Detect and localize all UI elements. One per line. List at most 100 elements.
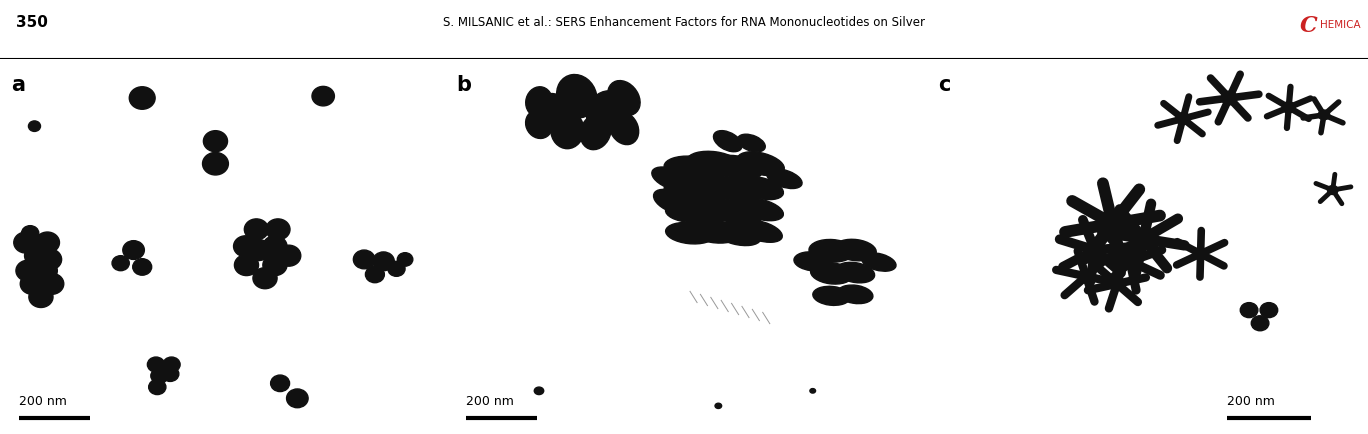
Circle shape: [246, 240, 271, 260]
Circle shape: [14, 232, 38, 253]
Text: HEMICA: HEMICA: [1320, 20, 1361, 30]
Circle shape: [123, 241, 145, 260]
Ellipse shape: [737, 152, 784, 176]
Ellipse shape: [834, 239, 877, 261]
Circle shape: [29, 121, 41, 132]
Text: a: a: [11, 76, 25, 95]
Circle shape: [715, 403, 722, 408]
Circle shape: [16, 260, 40, 281]
Text: b: b: [457, 76, 472, 95]
Ellipse shape: [808, 240, 854, 262]
Circle shape: [276, 245, 301, 266]
Circle shape: [1282, 102, 1295, 113]
Circle shape: [1327, 185, 1338, 194]
Ellipse shape: [666, 201, 714, 222]
Circle shape: [263, 255, 287, 276]
Circle shape: [265, 219, 290, 240]
Circle shape: [365, 266, 384, 283]
Circle shape: [204, 131, 227, 152]
Ellipse shape: [666, 222, 714, 244]
Circle shape: [810, 388, 815, 393]
Circle shape: [234, 236, 257, 257]
Circle shape: [21, 273, 44, 294]
Circle shape: [129, 87, 155, 109]
Text: 200 nm: 200 nm: [466, 395, 514, 408]
Circle shape: [133, 259, 152, 275]
Circle shape: [150, 368, 168, 383]
Circle shape: [1193, 248, 1208, 260]
Ellipse shape: [836, 262, 874, 283]
Circle shape: [1176, 113, 1190, 125]
Circle shape: [1252, 316, 1270, 331]
Ellipse shape: [739, 220, 782, 242]
Circle shape: [1241, 302, 1259, 318]
Text: 350: 350: [16, 15, 48, 30]
Ellipse shape: [654, 189, 688, 213]
Circle shape: [25, 245, 49, 266]
Circle shape: [286, 389, 308, 408]
Circle shape: [372, 252, 394, 271]
Circle shape: [397, 253, 413, 266]
Circle shape: [253, 268, 278, 289]
Ellipse shape: [737, 134, 765, 152]
Circle shape: [1100, 213, 1124, 234]
Circle shape: [163, 357, 181, 372]
Circle shape: [535, 387, 543, 395]
Circle shape: [29, 286, 53, 307]
Ellipse shape: [711, 155, 762, 180]
Text: S. MILSANIC et al.: SERS Enhancement Factors for RNA Mononucleotides on Silver: S. MILSANIC et al.: SERS Enhancement Fac…: [443, 16, 925, 29]
Circle shape: [245, 219, 268, 240]
Text: C: C: [1300, 15, 1317, 37]
Circle shape: [1078, 270, 1094, 283]
Ellipse shape: [663, 179, 715, 201]
Ellipse shape: [688, 220, 739, 243]
Text: 200 nm: 200 nm: [1227, 395, 1275, 408]
Ellipse shape: [525, 110, 553, 138]
Ellipse shape: [766, 169, 802, 188]
Circle shape: [271, 375, 290, 391]
Circle shape: [1133, 230, 1155, 248]
Circle shape: [1122, 254, 1140, 269]
Ellipse shape: [811, 263, 852, 284]
Circle shape: [149, 380, 166, 395]
Text: 200 nm: 200 nm: [19, 395, 67, 408]
Ellipse shape: [813, 286, 851, 306]
Ellipse shape: [609, 112, 639, 145]
Circle shape: [148, 357, 164, 372]
Ellipse shape: [739, 177, 784, 200]
Ellipse shape: [607, 81, 640, 115]
Circle shape: [112, 256, 129, 271]
Ellipse shape: [714, 131, 741, 152]
Circle shape: [33, 260, 57, 281]
Ellipse shape: [714, 222, 761, 246]
Ellipse shape: [687, 196, 740, 221]
Circle shape: [1260, 302, 1278, 318]
Circle shape: [161, 366, 179, 381]
Circle shape: [1109, 277, 1124, 291]
Ellipse shape: [739, 198, 784, 221]
Ellipse shape: [711, 201, 762, 225]
Circle shape: [1319, 110, 1330, 120]
Ellipse shape: [651, 167, 691, 191]
Ellipse shape: [525, 87, 553, 117]
Ellipse shape: [862, 253, 896, 271]
Ellipse shape: [663, 156, 715, 179]
Circle shape: [312, 86, 334, 106]
Text: c: c: [938, 76, 951, 95]
Ellipse shape: [536, 94, 569, 132]
Ellipse shape: [557, 75, 596, 118]
Circle shape: [37, 249, 62, 270]
Circle shape: [1222, 91, 1237, 105]
Circle shape: [263, 236, 287, 257]
Ellipse shape: [687, 151, 740, 176]
Circle shape: [36, 232, 59, 253]
Circle shape: [40, 273, 64, 294]
Circle shape: [234, 255, 259, 276]
Ellipse shape: [587, 91, 624, 132]
Circle shape: [1085, 242, 1104, 258]
Ellipse shape: [837, 285, 873, 304]
Circle shape: [353, 250, 375, 269]
Ellipse shape: [687, 174, 740, 199]
Ellipse shape: [711, 178, 762, 202]
Ellipse shape: [793, 252, 832, 271]
